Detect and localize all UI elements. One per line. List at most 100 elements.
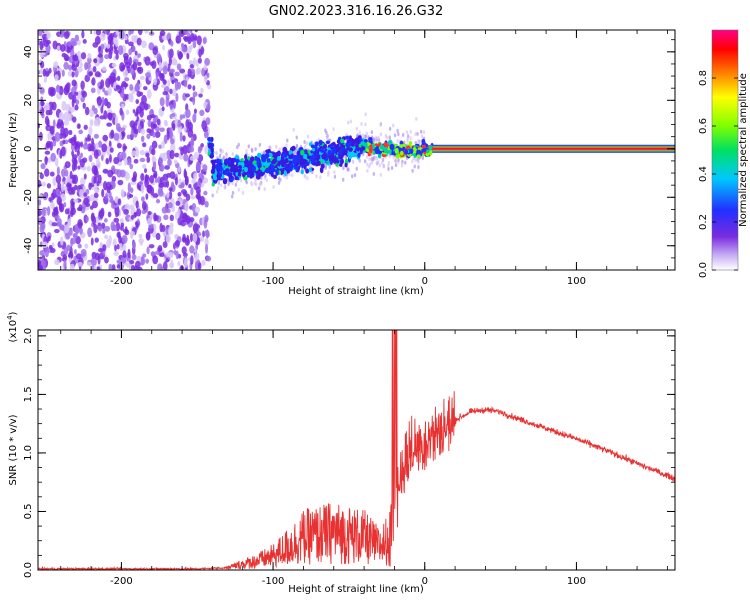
signal-blob bbox=[273, 174, 277, 179]
noise-blob bbox=[205, 232, 210, 238]
noise-blob bbox=[111, 264, 116, 270]
signal-blob bbox=[291, 145, 296, 151]
halo-speck bbox=[394, 158, 397, 163]
noise-blob bbox=[54, 74, 59, 82]
noise-blob bbox=[203, 64, 208, 71]
noise-blob bbox=[185, 215, 191, 225]
noise-blob bbox=[127, 248, 131, 259]
noise-blob bbox=[203, 131, 209, 139]
noise-blob bbox=[97, 174, 102, 184]
noise-blob bbox=[113, 250, 119, 256]
noise-blob bbox=[54, 259, 60, 266]
signal-blob bbox=[315, 160, 321, 166]
noise-blob bbox=[192, 40, 197, 49]
noise-blob bbox=[175, 250, 179, 260]
noise-blob bbox=[47, 157, 52, 164]
halo-speck bbox=[211, 193, 214, 198]
noise-blob bbox=[174, 80, 179, 91]
noise-blob bbox=[205, 117, 211, 126]
halo-speck bbox=[341, 177, 345, 182]
noise-blob bbox=[184, 257, 188, 268]
halo-speck bbox=[417, 165, 420, 170]
noise-blob bbox=[89, 119, 94, 127]
halo-speck bbox=[370, 160, 374, 165]
noise-blob bbox=[199, 236, 205, 242]
signal-blob bbox=[261, 161, 266, 166]
halo-speck bbox=[366, 168, 369, 173]
halo-speck bbox=[234, 182, 238, 187]
noise-blob bbox=[105, 145, 112, 156]
halo-speck bbox=[342, 166, 345, 171]
noise-blob bbox=[60, 146, 66, 157]
signal-blob bbox=[336, 139, 341, 144]
noise-blob bbox=[136, 37, 142, 46]
noise-blob bbox=[51, 222, 58, 227]
noise-blob bbox=[69, 48, 75, 57]
noise-blob bbox=[134, 260, 141, 269]
noise-blob bbox=[168, 225, 174, 235]
noise-blob bbox=[164, 165, 171, 170]
noise-blob bbox=[171, 113, 176, 118]
noise-blob bbox=[63, 127, 69, 138]
signal-blob bbox=[340, 138, 345, 144]
noise-blob bbox=[60, 184, 65, 193]
signal-blob bbox=[310, 144, 315, 149]
halo-speck bbox=[327, 170, 330, 175]
noise-blob bbox=[154, 131, 161, 139]
noise-blob bbox=[119, 62, 125, 72]
snr-plot-frame bbox=[37, 329, 676, 571]
noise-blob bbox=[83, 173, 87, 180]
halo-speck bbox=[258, 142, 262, 147]
noise-blob bbox=[161, 140, 165, 149]
noise-blob bbox=[144, 178, 149, 188]
halo-speck bbox=[420, 134, 424, 139]
noise-blob bbox=[113, 156, 120, 165]
signal-blob bbox=[303, 153, 308, 160]
halo-speck bbox=[351, 174, 354, 179]
noise-blob bbox=[60, 236, 64, 246]
noise-blob bbox=[50, 152, 57, 162]
halo-speck bbox=[393, 133, 397, 138]
noise-blob bbox=[52, 119, 56, 129]
noise-blob bbox=[92, 66, 97, 73]
noise-blob bbox=[128, 30, 132, 36]
noise-blob bbox=[201, 120, 208, 131]
noise-blob bbox=[167, 158, 172, 167]
noise-blob bbox=[163, 119, 168, 126]
halo-speck bbox=[368, 157, 371, 162]
noise-blob bbox=[91, 137, 95, 147]
noise-blob bbox=[162, 79, 167, 85]
halo-speck bbox=[364, 134, 368, 139]
spectrogram-y-tick-label: -20 bbox=[23, 189, 34, 205]
noise-blob bbox=[181, 189, 187, 195]
signal-blob bbox=[315, 150, 319, 155]
signal-blob bbox=[389, 144, 395, 151]
noise-blob bbox=[189, 30, 193, 34]
signal-blob bbox=[383, 142, 388, 149]
spectrogram-plot-frame bbox=[37, 29, 676, 271]
noise-blob bbox=[197, 262, 202, 270]
noise-blob bbox=[174, 240, 180, 247]
spectrogram-x-tick-label: 100 bbox=[567, 276, 586, 287]
noise-blob bbox=[62, 139, 66, 145]
noise-blob bbox=[133, 158, 139, 164]
halo-speck bbox=[332, 127, 335, 132]
halo-speck bbox=[401, 159, 404, 164]
noise-blob bbox=[80, 52, 87, 60]
noise-blob bbox=[150, 251, 156, 257]
noise-blob bbox=[199, 109, 205, 117]
noise-blob bbox=[38, 30, 43, 37]
noise-blob bbox=[173, 99, 176, 110]
noise-blob bbox=[185, 108, 191, 119]
halo-speck bbox=[236, 145, 239, 150]
noise-blob bbox=[107, 169, 114, 178]
spectrogram-y-tick-label: 40 bbox=[23, 45, 34, 58]
halo-speck bbox=[293, 150, 297, 155]
noise-blob bbox=[68, 55, 74, 64]
signal-blob bbox=[338, 154, 344, 160]
noise-blob bbox=[163, 134, 168, 145]
noise-blob bbox=[187, 68, 192, 78]
noise-blob bbox=[110, 72, 116, 80]
signal-blob bbox=[416, 149, 422, 154]
noise-blob bbox=[159, 97, 165, 107]
